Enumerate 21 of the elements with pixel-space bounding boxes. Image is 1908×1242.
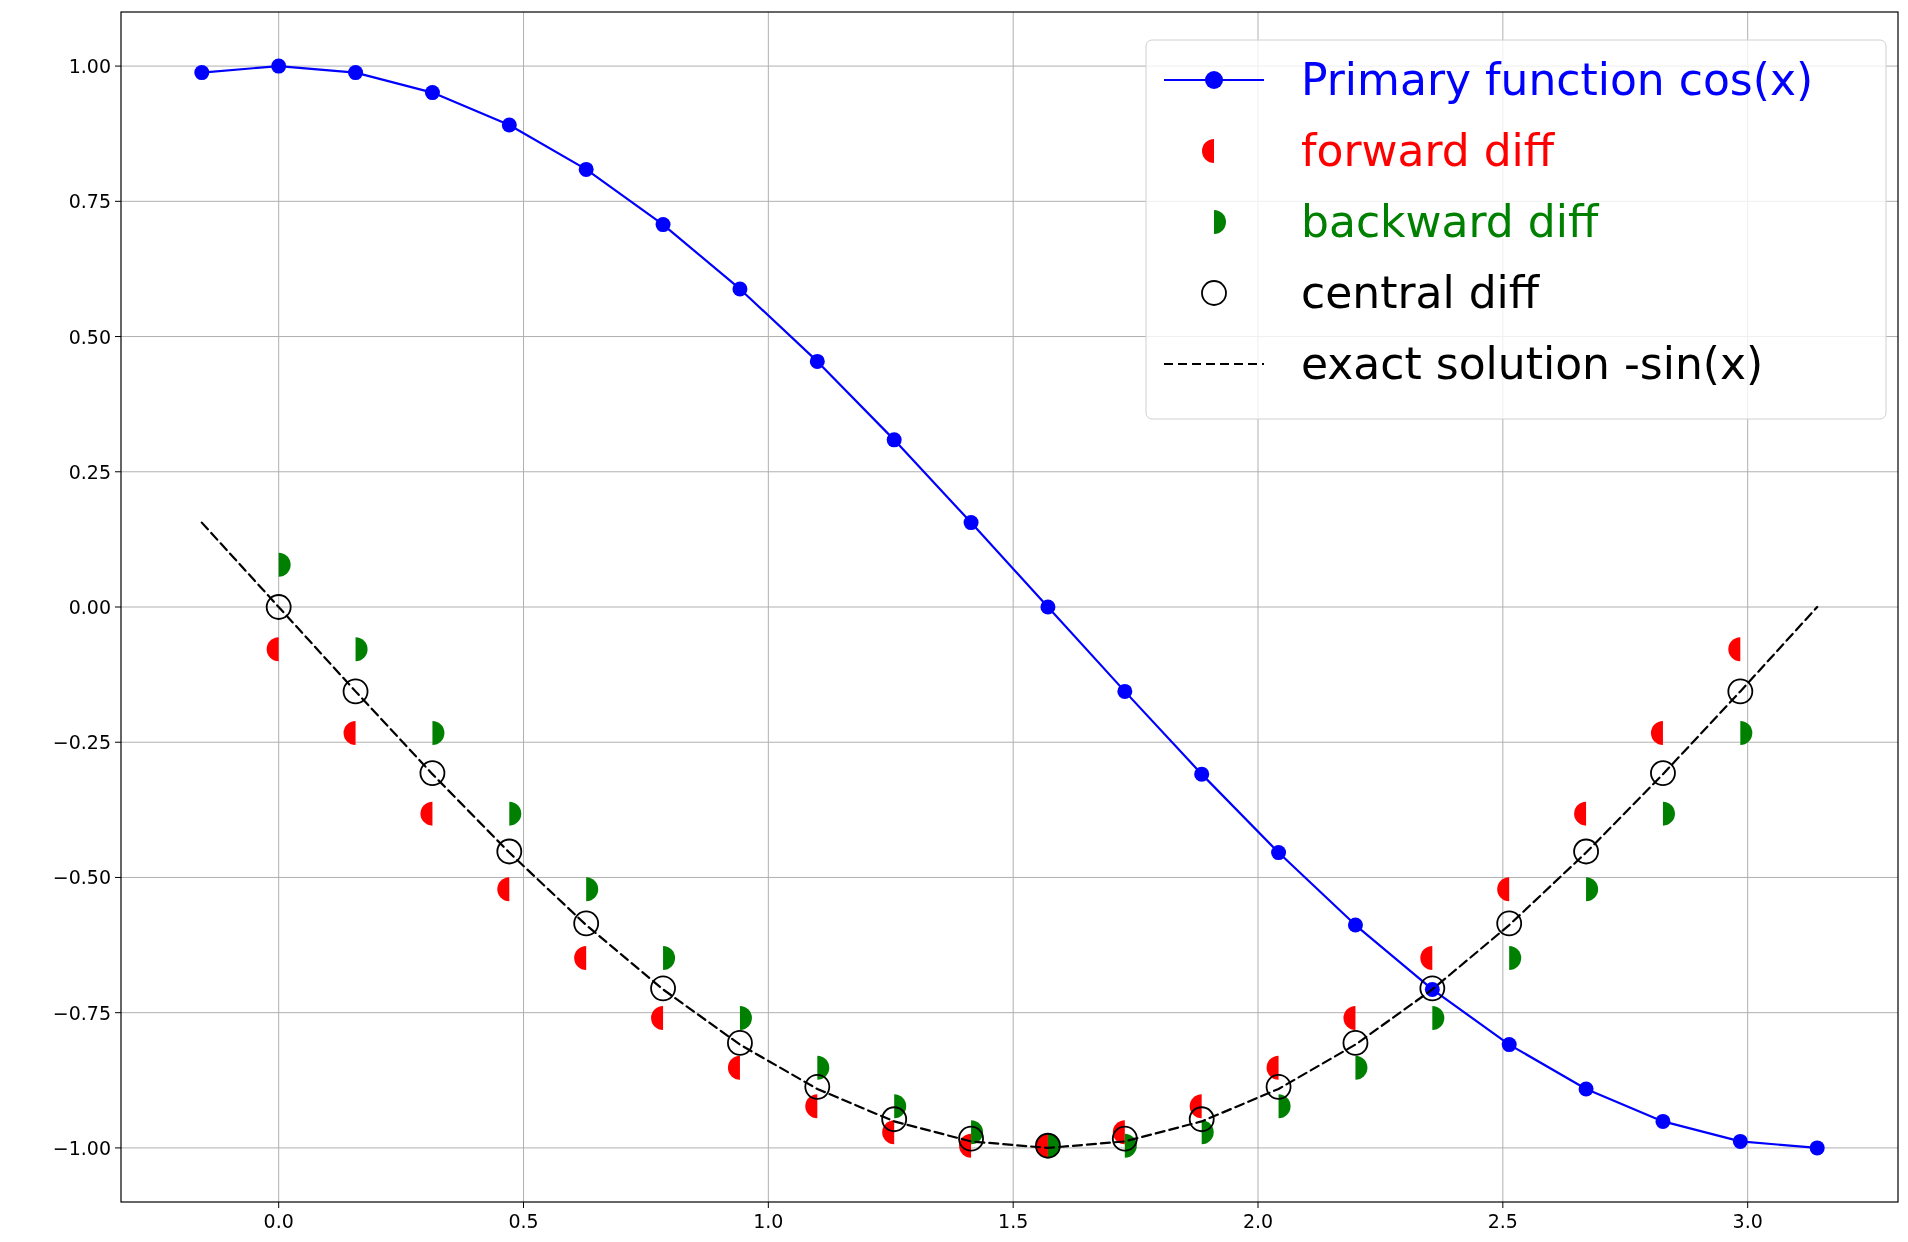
legend-label: central diff	[1301, 267, 1541, 318]
x-tick-label: 1.5	[998, 1210, 1029, 1232]
y-tick-label: 0.50	[68, 325, 111, 348]
legend-label: exact solution -sin(x)	[1301, 338, 1764, 389]
legend-label: forward diff	[1301, 125, 1556, 176]
y-tick-label: −0.50	[52, 866, 111, 889]
x-tick-label: 0.5	[508, 1210, 539, 1232]
x-tick-label: 1.0	[753, 1210, 784, 1232]
x-tick-label: 0.0	[263, 1210, 294, 1232]
x-tick-label: 2.0	[1242, 1210, 1274, 1232]
y-tick-label: 0.25	[68, 460, 111, 483]
y-tick-label: −1.00	[52, 1136, 111, 1159]
legend-label: backward diff	[1301, 196, 1600, 247]
x-tick-label: 3.0	[1732, 1210, 1763, 1232]
y-tick-label: 1.00	[68, 55, 111, 78]
y-tick-label: 0.00	[68, 596, 111, 618]
legend-label: Primary function cos(x)	[1301, 54, 1814, 105]
y-tick-label: 0.75	[68, 190, 111, 213]
x-tick-label: 2.5	[1487, 1210, 1518, 1232]
y-tick-label: −0.25	[52, 731, 111, 754]
y-tick-label: −0.75	[52, 1001, 111, 1024]
